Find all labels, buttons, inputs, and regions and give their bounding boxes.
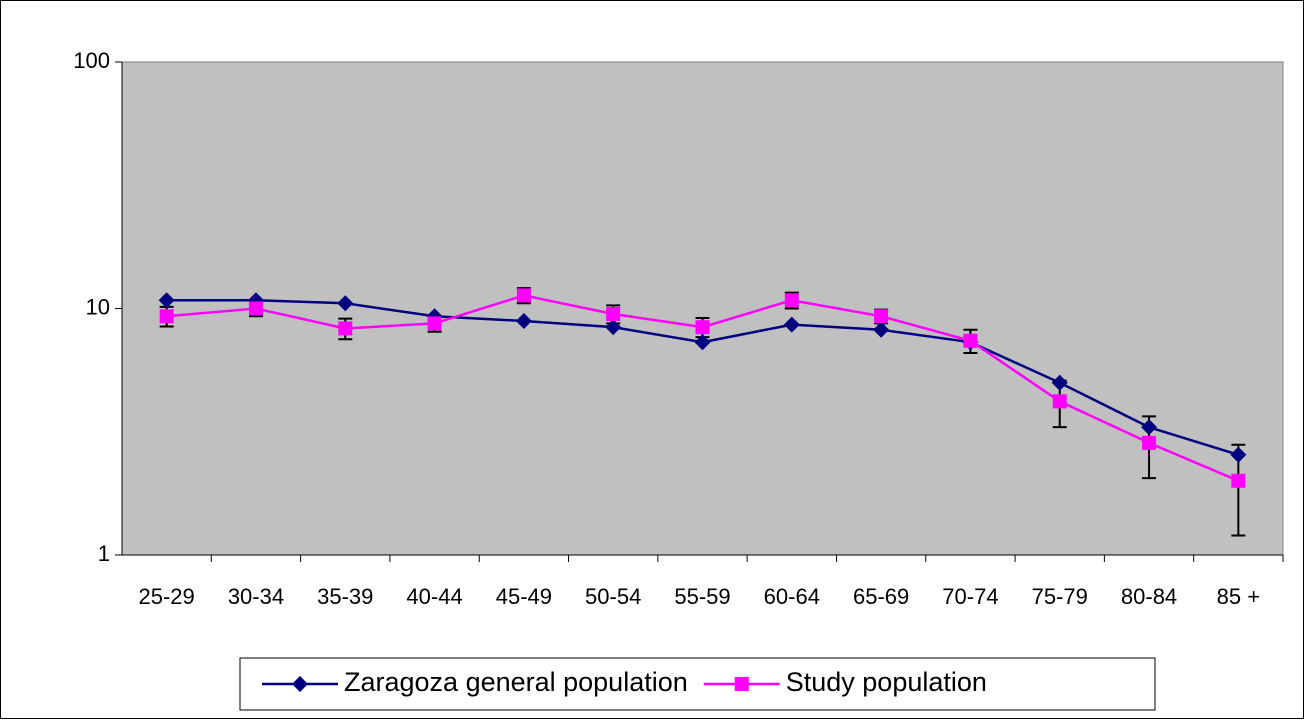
marker: [734, 677, 749, 691]
legend-label: Zaragoza general population: [344, 667, 688, 697]
marker: [1052, 394, 1067, 409]
y-tick-label: 1: [98, 541, 110, 566]
x-tick-label: 55-59: [674, 584, 730, 609]
marker: [874, 309, 889, 324]
y-tick-label: 100: [73, 48, 110, 73]
x-tick-label: 25-29: [139, 584, 195, 609]
marker: [292, 676, 308, 692]
marker: [337, 295, 354, 312]
marker: [605, 319, 622, 336]
marker: [1231, 473, 1246, 488]
marker: [427, 316, 442, 331]
marker: [1230, 446, 1247, 463]
x-tick-label: 45-49: [496, 584, 552, 609]
marker: [873, 321, 890, 338]
x-tick-label: 75-79: [1032, 584, 1088, 609]
legend: [239, 657, 1156, 711]
marker: [1142, 435, 1157, 450]
x-tick-label: 35-39: [317, 584, 373, 609]
marker: [159, 309, 174, 324]
x-tick-label: 50-54: [585, 584, 641, 609]
marker: [694, 334, 711, 351]
marker: [784, 293, 799, 308]
marker: [1141, 419, 1158, 436]
marker: [338, 321, 353, 336]
marker: [695, 320, 710, 335]
x-tick-label: 70-74: [942, 584, 998, 609]
marker: [963, 333, 978, 348]
marker: [1051, 374, 1068, 391]
x-tick-label: 65-69: [853, 584, 909, 609]
marker: [158, 292, 175, 309]
x-tick-label: 30-34: [228, 584, 284, 609]
x-tick-label: 80-84: [1121, 584, 1177, 609]
marker: [516, 288, 531, 303]
x-tick-label: 40-44: [406, 584, 462, 609]
y-tick-label: 10: [86, 294, 110, 319]
marker: [248, 301, 263, 316]
x-tick-label: 60-64: [764, 584, 820, 609]
marker: [606, 306, 621, 321]
legend-label: Study population: [786, 667, 987, 697]
marker: [783, 316, 800, 333]
plot-background: [121, 61, 1284, 556]
marker: [515, 312, 532, 329]
x-tick-label: 85 +: [1217, 584, 1260, 609]
